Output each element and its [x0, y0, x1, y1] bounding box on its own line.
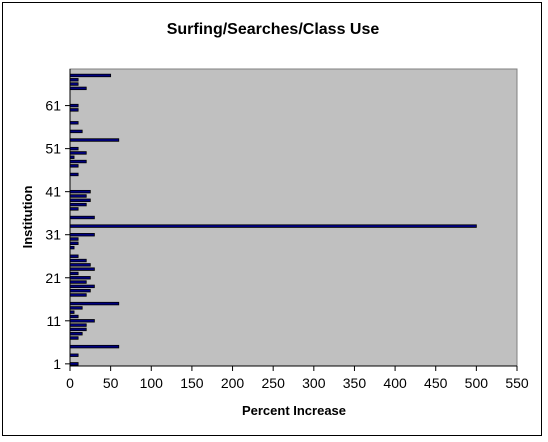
bar-institution-14 [69, 306, 83, 310]
bar-institution-11 [69, 319, 95, 323]
x-tick-label: 0 [66, 375, 74, 391]
bar-group [69, 73, 477, 366]
bar-institution-18 [69, 288, 91, 293]
x-tick-label: 500 [465, 375, 489, 391]
bar-institution-10 [69, 323, 87, 327]
y-tick-label: 51 [45, 141, 61, 157]
bar-institution-39 [69, 198, 91, 202]
x-tick-label: 50 [103, 375, 119, 391]
y-tick-label: 61 [45, 98, 61, 114]
bar-institution-12 [69, 314, 79, 319]
bar-institution-53 [69, 138, 120, 142]
x-tick-label: 450 [424, 375, 448, 391]
y-tick-label: 1 [53, 356, 61, 372]
bar-institution-57 [69, 121, 79, 125]
bar-institution-45 [69, 172, 79, 177]
bar-institution-40 [69, 194, 87, 198]
x-tick-label: 250 [262, 375, 286, 391]
bar-institution-31 [69, 233, 95, 237]
bar-institution-29 [69, 241, 79, 246]
bar-institution-25 [69, 258, 87, 263]
bar-institution-48 [69, 159, 87, 164]
y-tick-label: 21 [45, 270, 61, 286]
chart-frame: Surfing/Searches/Class Use 0 50 100 150 200 2… [2, 2, 542, 436]
bar-institution-47 [69, 164, 79, 168]
x-tick-label: 400 [383, 375, 407, 391]
bar-institution-8 [69, 332, 83, 336]
plot-area [69, 68, 518, 367]
bar-institution-51 [69, 146, 79, 151]
bar-institution-23 [69, 267, 95, 271]
x-tick-label: 300 [302, 375, 326, 391]
bar-institution-37 [69, 207, 79, 211]
y-axis-title: Institution [20, 186, 35, 249]
bar-institution-50 [69, 151, 87, 155]
bar-institution-68 [69, 73, 112, 78]
bar-institution-22 [69, 271, 79, 276]
bar-institution-66 [69, 82, 79, 86]
bar-institution-28 [69, 245, 75, 250]
x-tick-label: 350 [343, 375, 367, 391]
bar-institution-15 [69, 301, 120, 306]
x-axis-title: Percent Increase [242, 403, 346, 418]
x-tick-label: 100 [140, 375, 164, 391]
bar-institution-67 [69, 78, 79, 82]
bar-institution-60 [69, 108, 79, 112]
bar-institution-26 [69, 254, 79, 258]
bar-institution-38 [69, 202, 87, 207]
chart-title: Surfing/Searches/Class Use [167, 21, 380, 38]
bar-institution-33 [69, 224, 477, 228]
axes [69, 69, 517, 367]
chart-canvas: Surfing/Searches/Class Use 0 50 100 150 200 2… [20, 21, 529, 418]
bar-institution-17 [69, 293, 87, 297]
bar-institution-55 [69, 129, 83, 134]
y-tick-label: 31 [45, 227, 61, 243]
y-tick-label: 11 [46, 313, 61, 329]
bar-institution-1 [69, 362, 79, 366]
bar-institution-49 [69, 155, 75, 159]
bar-institution-41 [69, 189, 91, 194]
bar-institution-35 [69, 215, 95, 220]
bar-institution-61 [69, 103, 79, 108]
bar-institution-13 [69, 310, 75, 314]
x-tick-label: 550 [505, 375, 529, 391]
bar-institution-65 [69, 86, 87, 91]
x-tick-label: 150 [180, 375, 204, 391]
bar-institution-3 [69, 353, 79, 357]
bar-institution-9 [69, 327, 87, 332]
bar-institution-30 [69, 237, 79, 241]
y-tick-label: 41 [45, 184, 61, 200]
x-tick-label: 200 [221, 375, 245, 391]
bar-institution-5 [69, 344, 120, 349]
bar-institution-21 [69, 276, 91, 280]
bar-institution-24 [69, 263, 91, 267]
x-ticks: 0 50 100 150 200 250 300 350 400 450 500 550 [66, 366, 529, 391]
bar-institution-19 [69, 284, 95, 289]
bar-institution-20 [69, 280, 87, 284]
bar-institution-7 [69, 336, 79, 340]
